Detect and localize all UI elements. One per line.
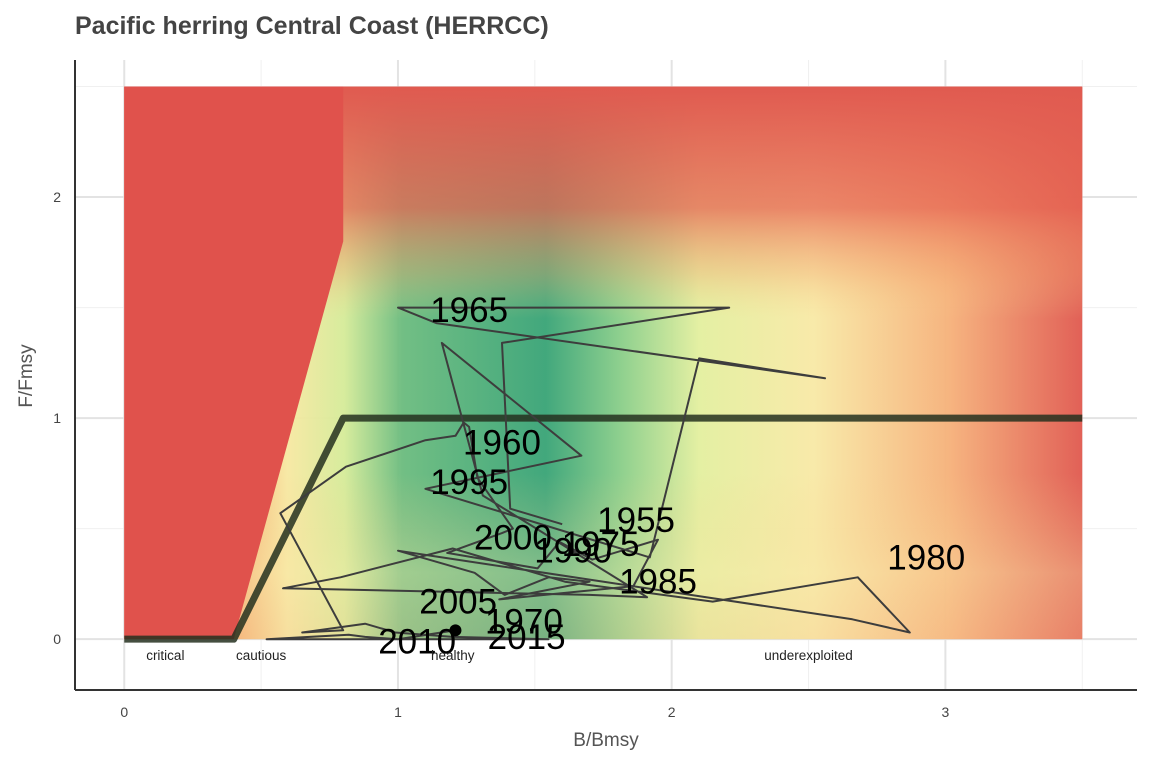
year-label: 1960 [463, 423, 541, 462]
zone-label: cautious [236, 648, 287, 663]
zone-label: healthy [431, 648, 475, 663]
x-axis-title: B/Bmsy [573, 730, 639, 751]
year-label: 2005 [419, 583, 497, 622]
y-axis-title: F/Fmsy [16, 344, 37, 408]
series-layer [265, 306, 911, 641]
y-tick-label: 0 [53, 631, 61, 647]
zone-label: critical [146, 648, 184, 663]
year-label: 1970 [485, 602, 563, 641]
y-tick-label: 1 [53, 410, 61, 426]
year-label: 1990 [534, 532, 612, 571]
current-point [449, 624, 462, 637]
status-background [124, 86, 1083, 640]
chart-title: Pacific herring Central Coast (HERRCC) [75, 12, 549, 40]
y-tick-label: 2 [53, 189, 61, 205]
year-label: 1985 [619, 563, 697, 602]
year-label: 2010 [378, 622, 456, 661]
year-label: 2015 [488, 618, 566, 657]
x-tick-label: 1 [394, 704, 402, 720]
critical-zone-fill [124, 86, 344, 640]
tick-labels: 0 1 2 3 0 1 2 [53, 189, 949, 720]
year-label: 2000 [474, 518, 552, 557]
zone-labels: critical cautious healthy underexploited [146, 648, 853, 663]
year-label: 1975 [562, 525, 640, 564]
x-tick-label: 3 [942, 704, 950, 720]
year-label: 1980 [887, 538, 965, 577]
year-label: 1955 [597, 501, 675, 540]
x-tick-label: 2 [668, 704, 676, 720]
year-label: 1995 [430, 463, 508, 502]
axes [74, 60, 1137, 691]
year-label: 1965 [430, 291, 508, 330]
trajectory-line [265, 306, 911, 641]
x-tick-label: 0 [120, 704, 128, 720]
zone-label: underexploited [764, 648, 853, 663]
